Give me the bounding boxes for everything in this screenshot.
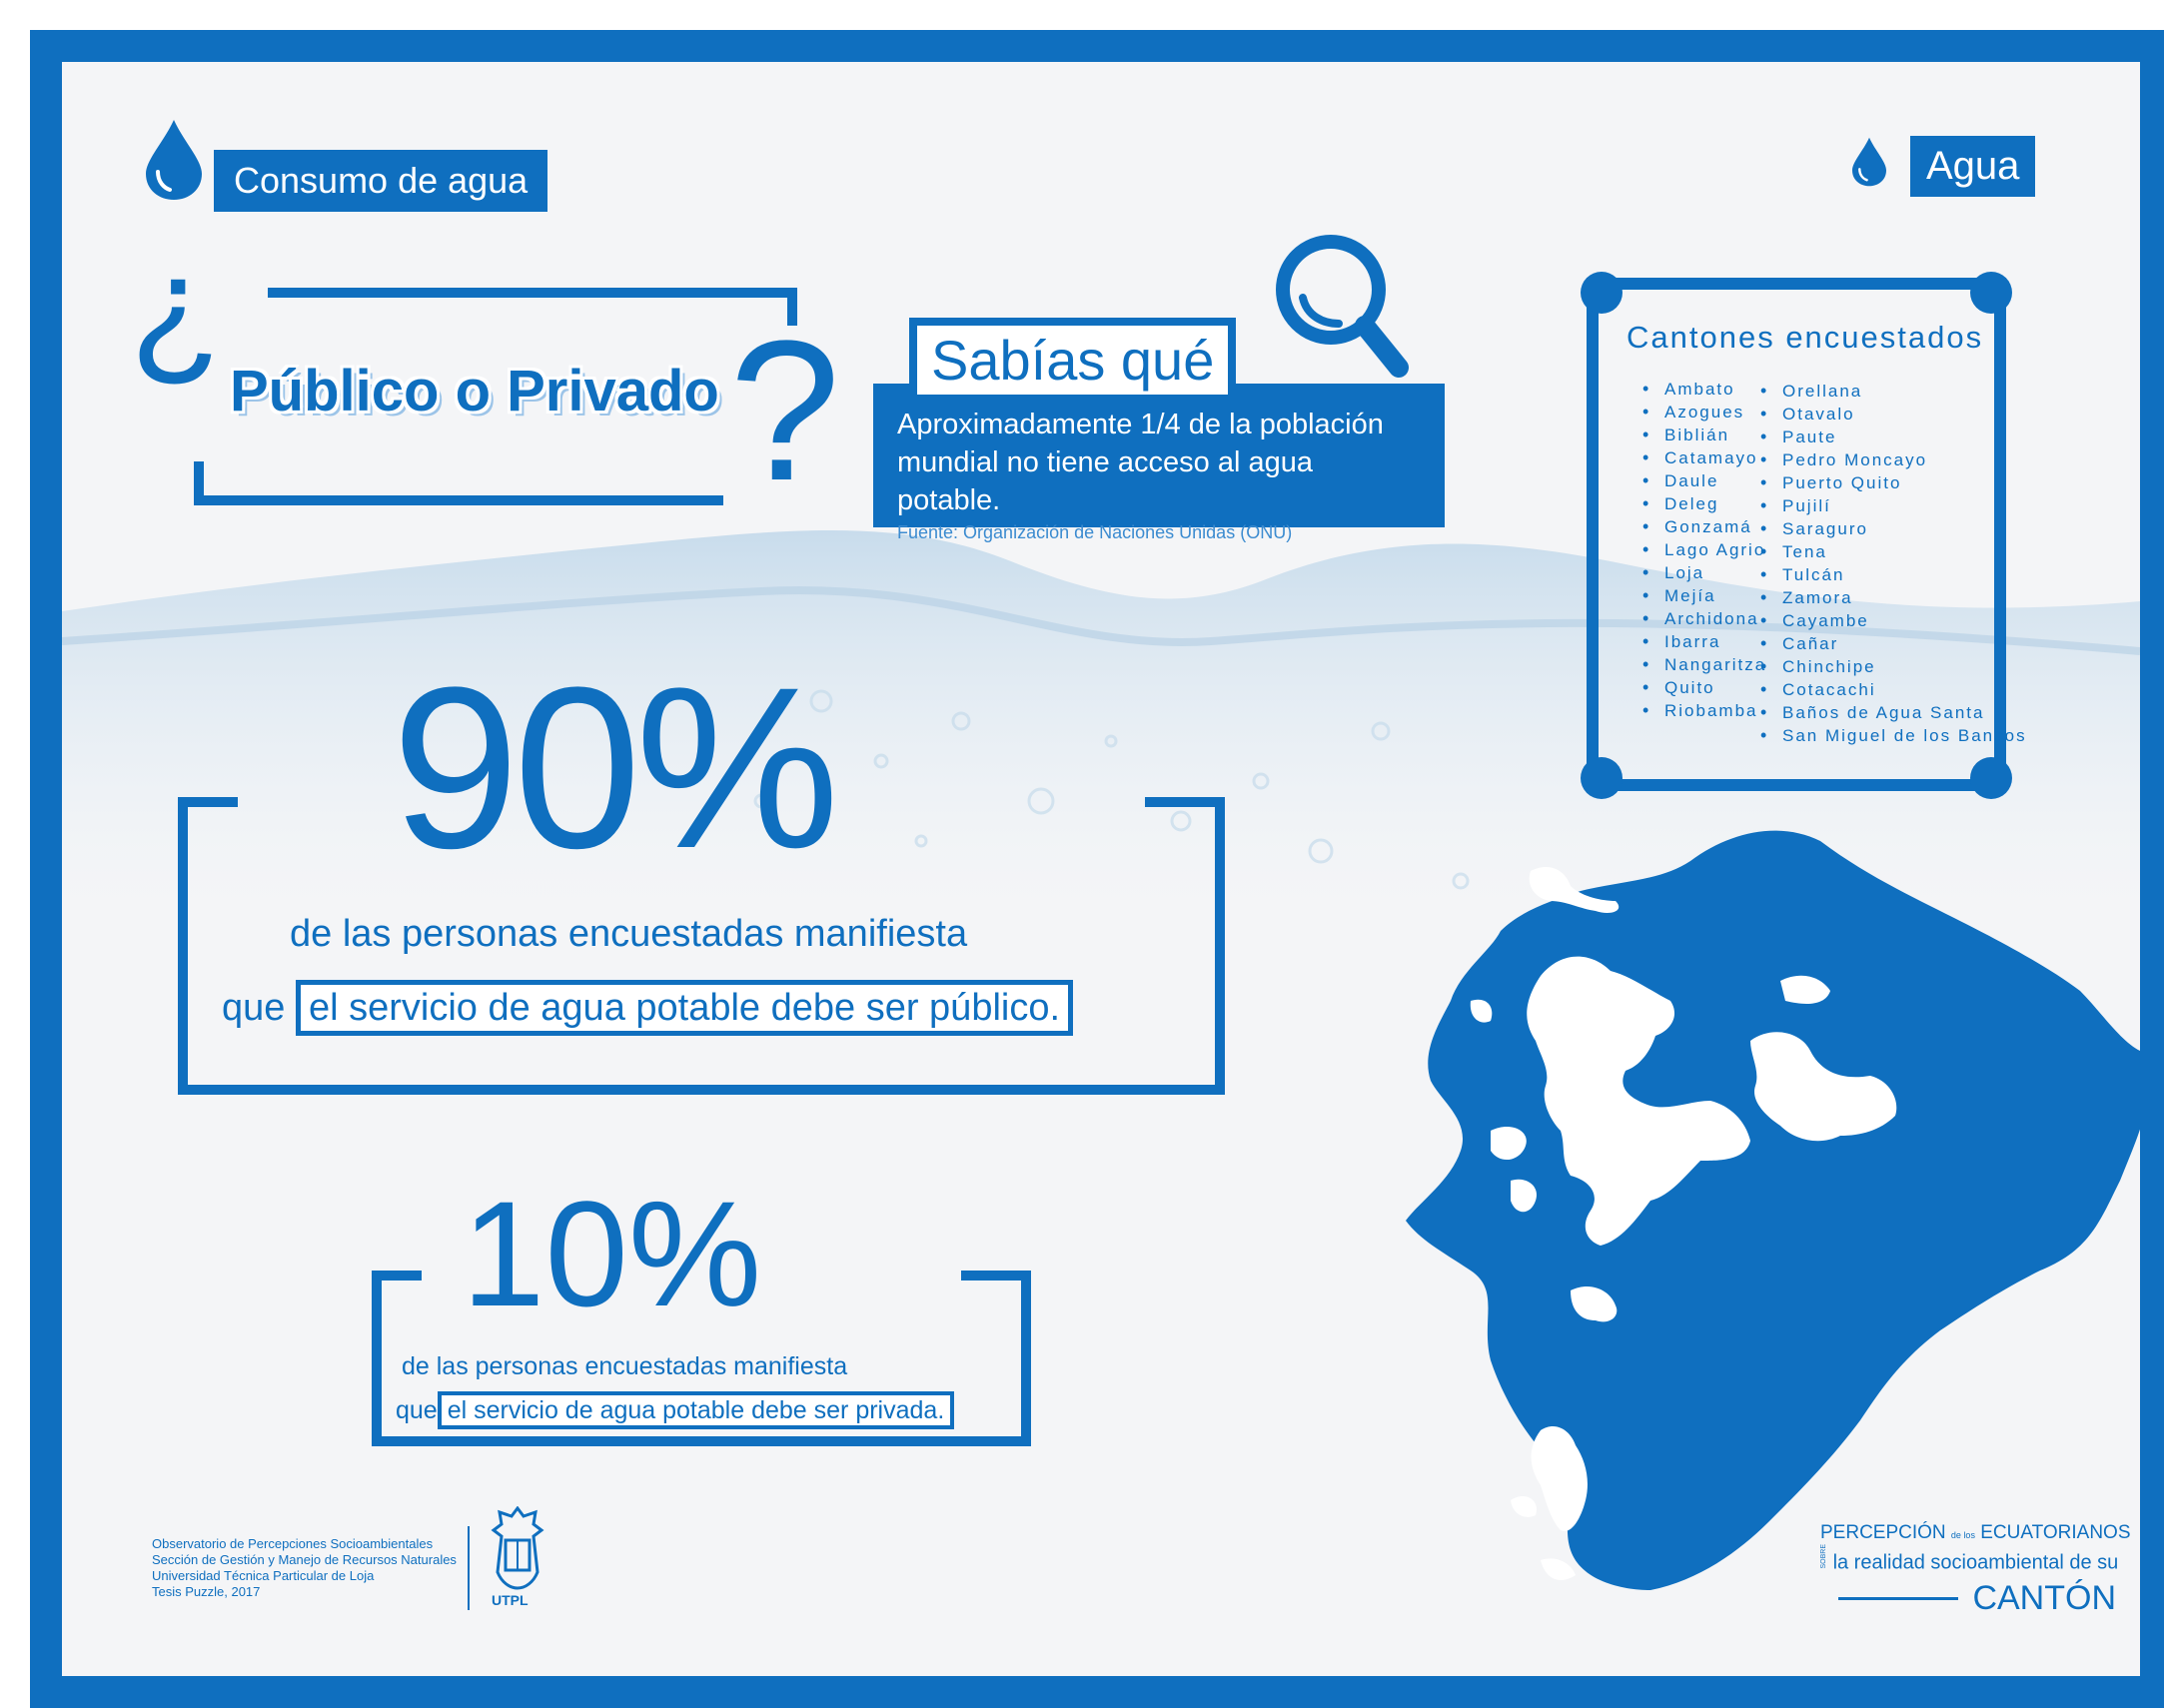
corner-dot (1581, 272, 1623, 314)
canton-item: Puerto Quito (1760, 471, 2027, 494)
canton-item: Ibarra (1642, 630, 1766, 653)
stat-10-prefix: que (396, 1396, 438, 1424)
canton-item: Daule (1642, 469, 1766, 492)
consumo-label: Consumo de agua (214, 150, 548, 212)
stat-90-bracket-tick-right (1145, 797, 1215, 807)
canton-item: Paute (1760, 426, 2027, 448)
canton-item: Lago Agrio (1642, 538, 1766, 561)
brand-sobre: SOBRE (1820, 1544, 1827, 1569)
canton-item: Catamayo (1642, 446, 1766, 469)
stat-90-highlight: el servicio de agua potable debe ser púb… (295, 980, 1074, 1036)
canton-item: Riobamba (1642, 699, 1766, 722)
stat-10-line1: de las personas encuestadas manifiesta (402, 1352, 848, 1380)
canton-item: Pedro Moncayo (1760, 448, 2027, 471)
brand-ecuatorianos: ECUATORIANOS (1980, 1522, 2131, 1543)
sabias-info-box: Aproximadamente 1/4 de la población mund… (873, 384, 1445, 542)
sabias-line-1: Aproximadamente 1/4 de la población (897, 409, 1384, 440)
infographic-frame: Consumo de agua Agua ¿ Público o Privado… (30, 30, 2164, 1708)
brand-logo: PERCEPCIÓN de los ECUATORIANOS SOBRE la … (1820, 1522, 2131, 1618)
water-drop-icon (1852, 137, 1886, 187)
canton-item: Mejía (1642, 584, 1766, 607)
water-drop-icon (146, 120, 202, 200)
cantones-heading: Cantones encuestados (1626, 320, 1984, 355)
stat-10-line2: que el servicio de agua potable debe ser … (396, 1391, 955, 1429)
stat-90-line2: que el servicio de agua potable debe ser… (222, 980, 1074, 1036)
canton-item: San Miguel de los Bancos (1760, 724, 2027, 747)
canton-item: Archidona (1642, 607, 1766, 630)
title-open-question: ¿ (130, 223, 222, 391)
stat-10-highlight: el servicio de agua potable debe ser pri… (437, 1391, 955, 1429)
sabias-heading: Sabías qué (909, 318, 1237, 403)
page-title: Público o Privado (230, 359, 719, 424)
canton-item: Tena (1760, 540, 2027, 563)
sabias-source: Fuente: Organización de Naciones Unidas … (897, 522, 1293, 542)
brand-de-los: de los (1950, 1530, 1975, 1540)
brand-canton: CANTÓN (1972, 1578, 2116, 1617)
stat-10-value: 10% (462, 1170, 762, 1337)
canton-item: Zamora (1760, 586, 2027, 609)
canton-item: Cayambe (1760, 609, 2027, 632)
cantones-list-col1: AmbatoAzoguesBibliánCatamayoDauleDelegGo… (1642, 378, 1766, 722)
footer-line-3: Universidad Técnica Particular de Loja (152, 1568, 375, 1583)
canton-item: Loja (1642, 561, 1766, 584)
utpl-logo-text: UTPL (492, 1592, 529, 1608)
corner-dot (1970, 757, 2012, 799)
canton-item: Chinchipe (1760, 655, 2027, 678)
canton-item: Cotacachi (1760, 678, 2027, 701)
stat-10-bracket (372, 1271, 1031, 1446)
canton-item: Otavalo (1760, 403, 2027, 426)
stat-90-prefix: que (222, 987, 286, 1029)
water-wave-background (62, 529, 2140, 921)
stat-10-bracket-tick-left (372, 1271, 422, 1281)
canton-item: Tulcán (1760, 563, 2027, 586)
canton-item: Pujilí (1760, 494, 2027, 517)
canton-item: Cañar (1760, 632, 2027, 655)
stat-90-bracket (178, 797, 1225, 1095)
footer-divider (468, 1526, 470, 1610)
canton-item: Ambato (1642, 378, 1766, 401)
corner-dot (1970, 272, 2012, 314)
stat-90-value: 90% (392, 639, 839, 896)
canton-item: Gonzamá (1642, 515, 1766, 538)
stat-90-bracket-tick-left (178, 797, 238, 807)
title-bracket-bottom (194, 461, 723, 505)
stat-10-bracket-tick-right (961, 1271, 1021, 1281)
canton-item: Baños de Agua Santa (1760, 701, 2027, 724)
cantones-list-col2: OrellanaOtavaloPautePedro MoncayoPuerto … (1760, 380, 2027, 747)
footer-line-4: Tesis Puzzle, 2017 (152, 1584, 261, 1599)
stat-90-line1: de las personas encuestadas manifiesta (290, 913, 968, 955)
utpl-crest-logo (491, 1506, 544, 1590)
brand-realidad: la realidad socioambiental de su (1832, 1551, 2119, 1574)
canton-item: Azogues (1642, 401, 1766, 424)
magnifier-icon (1276, 235, 1409, 378)
footer-credits: Observatorio de Percepciones Socioambien… (152, 1536, 457, 1600)
brand-underline (1838, 1596, 1959, 1600)
agua-label: Agua (1910, 136, 2036, 197)
brand-percepcion: PERCEPCIÓN (1820, 1522, 1946, 1543)
footer-line-1: Observatorio de Percepciones Socioambien… (152, 1536, 434, 1551)
footer-line-2: Sección de Gestión y Manejo de Recursos … (152, 1552, 457, 1567)
ecuador-map (1406, 830, 2140, 1590)
sabias-line-2: mundial no tiene acceso al agua potable. (897, 446, 1313, 516)
canton-item: Saraguro (1760, 517, 2027, 540)
canton-item: Quito (1642, 676, 1766, 699)
corner-dot (1581, 757, 1623, 799)
title-bracket-top (268, 288, 797, 326)
canton-item: Orellana (1760, 380, 2027, 403)
canton-item: Biblián (1642, 424, 1766, 446)
canton-item: Nangaritza (1642, 653, 1766, 676)
title-close-question: ? (729, 300, 841, 522)
canton-item: Deleg (1642, 492, 1766, 515)
